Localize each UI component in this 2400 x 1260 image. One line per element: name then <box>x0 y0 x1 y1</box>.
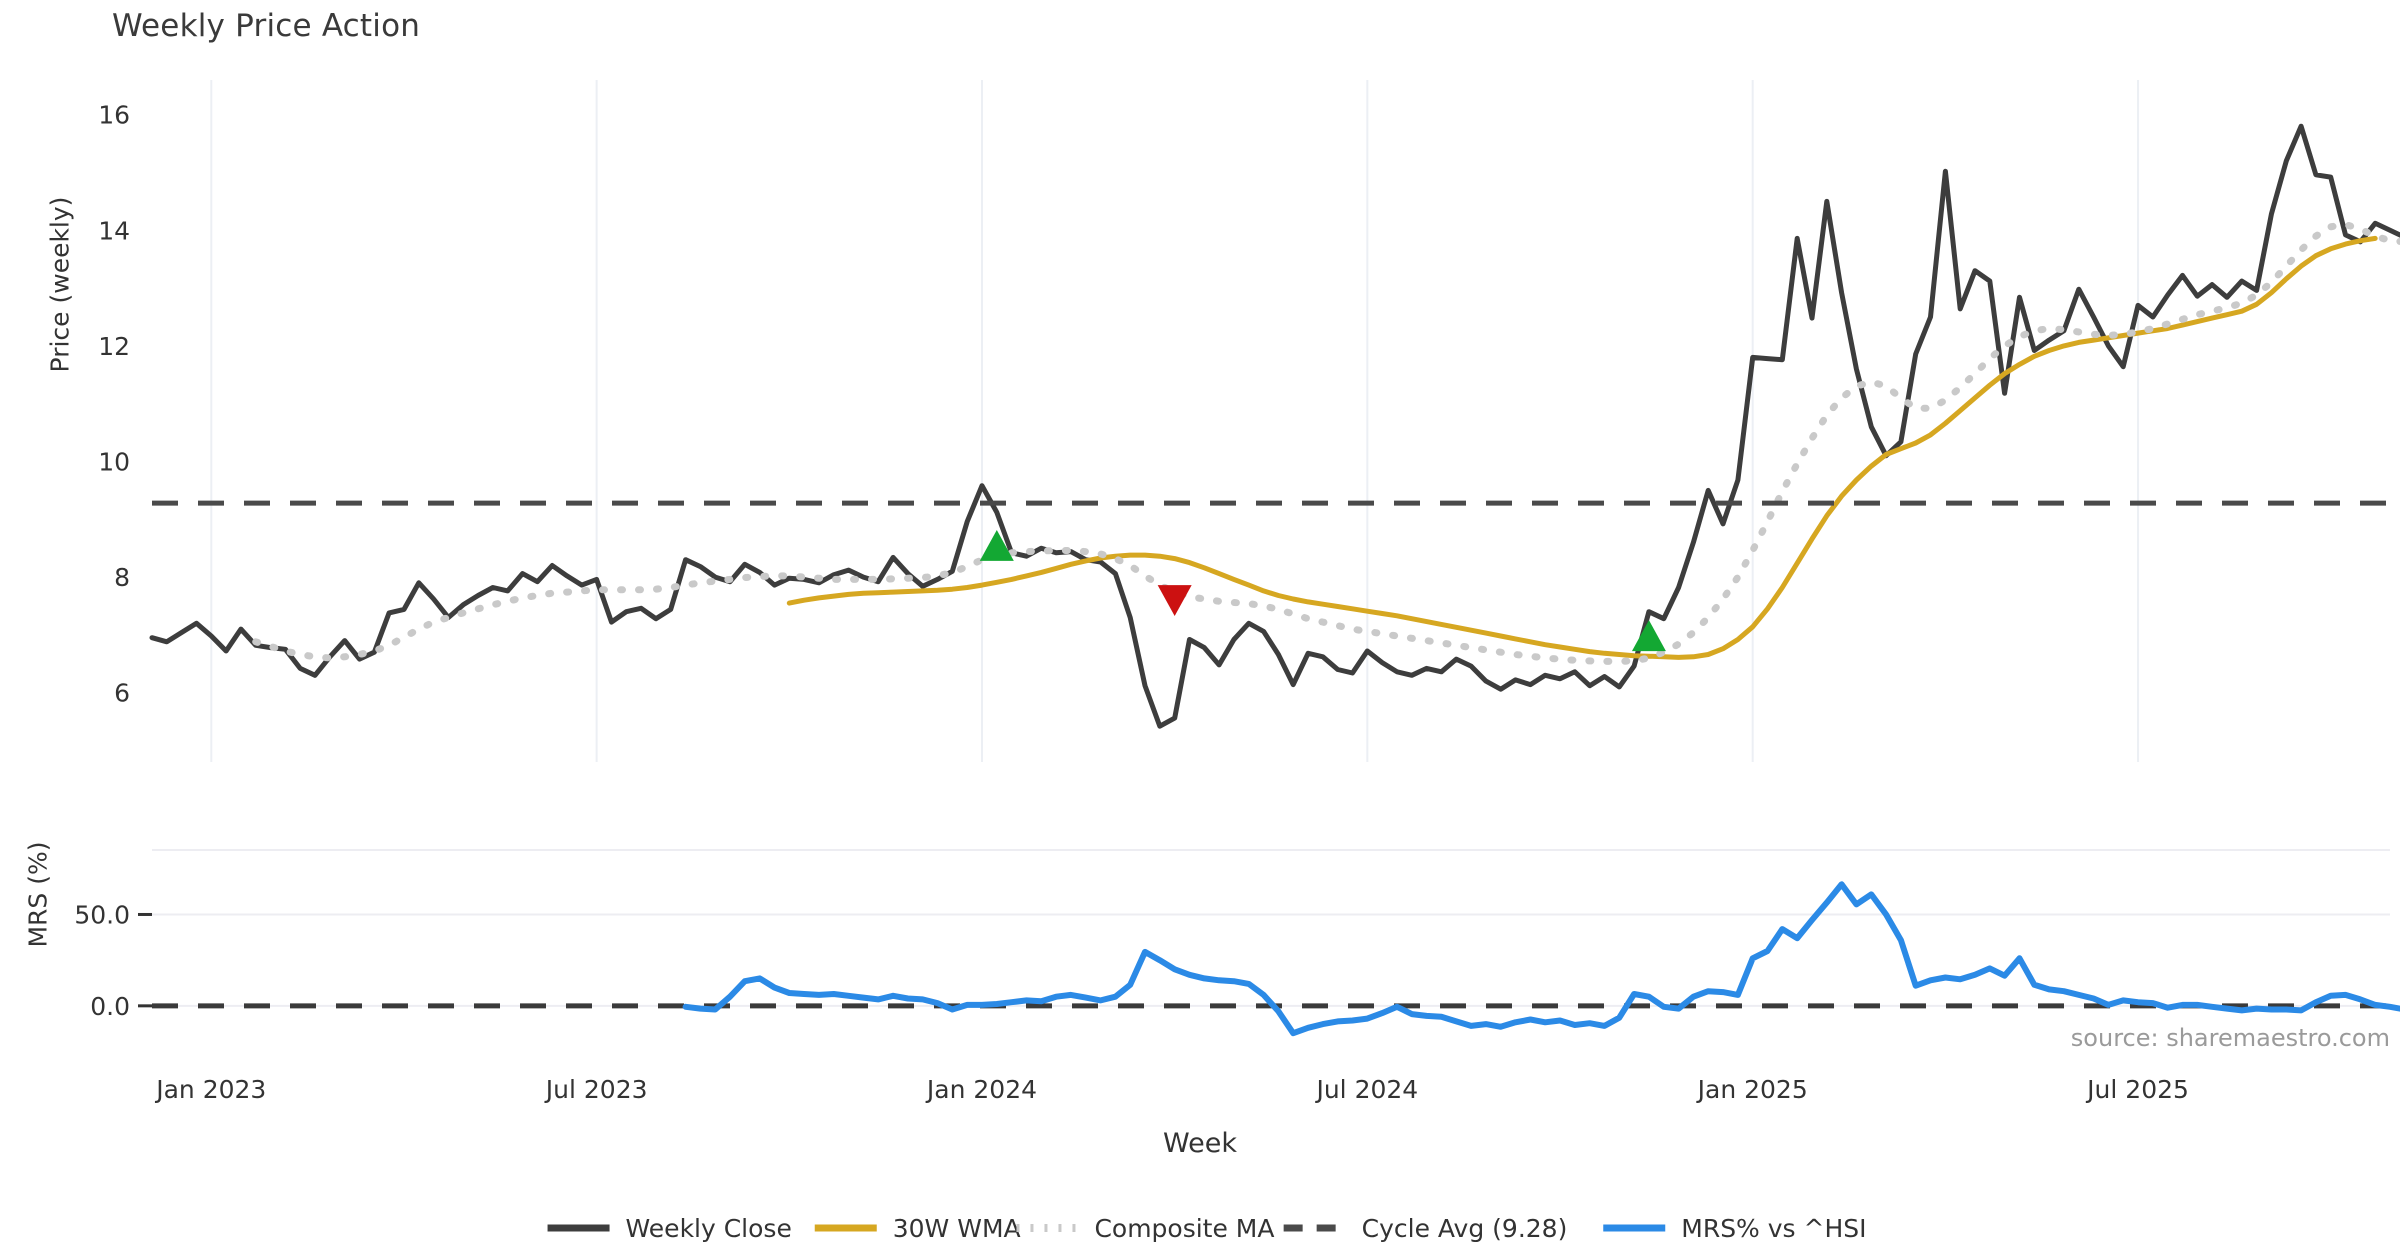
series-mrs <box>682 881 2400 1037</box>
xtick-2: Jan 2024 <box>925 1075 1037 1104</box>
mrs-ytick-0: 0.0 <box>90 992 130 1021</box>
source-note: source: sharemaestro.com <box>2071 1024 2390 1052</box>
sell-marker-1[interactable] <box>1157 585 1192 617</box>
mrs-ytick-1: 50.0 <box>74 900 130 929</box>
xtick-0: Jan 2023 <box>154 1075 266 1104</box>
legend-item-cycle-avg-9-28-label: Cycle Avg (9.28) <box>1362 1214 1568 1243</box>
price-ytick-1: 8 <box>114 563 130 592</box>
price-ytick-2: 10 <box>98 447 130 476</box>
legend-item-composite-ma-label: Composite MA <box>1094 1214 1274 1243</box>
price-ytick-4: 14 <box>98 216 130 245</box>
legend-item-weekly-close-label: Weekly Close <box>626 1214 792 1243</box>
price-ytick-0: 6 <box>114 679 130 708</box>
xtick-4: Jan 2025 <box>1696 1075 1808 1104</box>
page-title: Weekly Price Action <box>112 8 421 44</box>
xtick-1: Jul 2023 <box>544 1075 648 1104</box>
x-axis-label: Week <box>1163 1128 1237 1159</box>
series-weekly-close <box>149 123 2400 729</box>
buy-marker-0[interactable] <box>979 529 1014 561</box>
xtick-5: Jul 2025 <box>2085 1075 2189 1104</box>
buy-marker-2[interactable] <box>1631 620 1666 652</box>
legend-item-mrs-vs-hsi-label: MRS% vs ^HSI <box>1681 1214 1866 1243</box>
legend-item-30w-wma-label: 30W WMA <box>893 1214 1021 1243</box>
price-ytick-3: 12 <box>98 332 130 361</box>
price-ytick-5: 16 <box>98 101 130 130</box>
xtick-3: Jul 2024 <box>1314 1075 1418 1104</box>
